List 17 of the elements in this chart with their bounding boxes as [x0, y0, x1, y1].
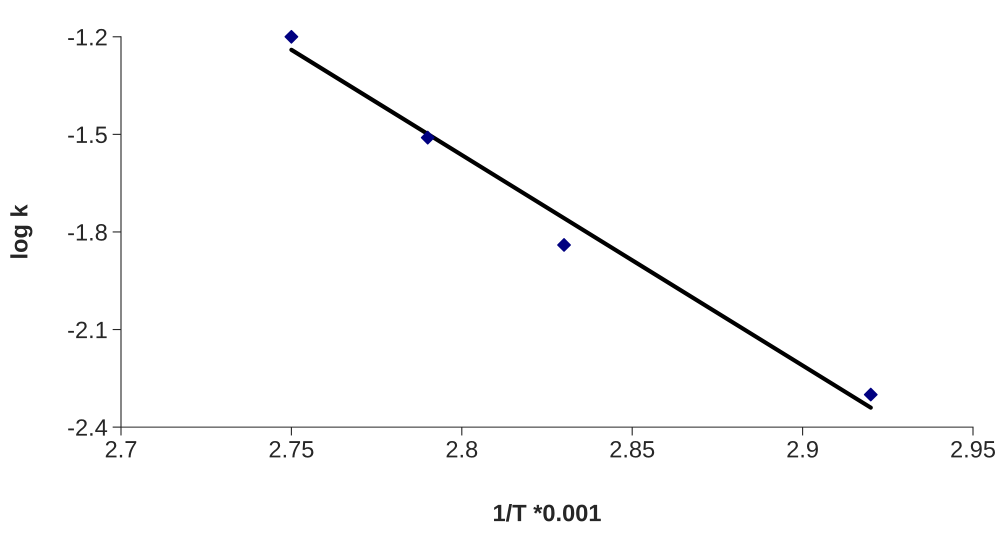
- x-tick-label: 2.85: [610, 440, 654, 458]
- point: [557, 238, 571, 252]
- point: [420, 130, 435, 145]
- x-tick-label: 2.8: [446, 440, 478, 458]
- x-tick-label: 2.9: [787, 440, 818, 458]
- y-tick-label: -1.5: [68, 126, 107, 144]
- y-tick-label: -2.4: [68, 419, 108, 436]
- y-tick-label: -1.8: [68, 224, 107, 241]
- point: [864, 388, 878, 402]
- x-axis-title: 1/T *0.001: [494, 504, 601, 522]
- y-tick-label: -2.1: [68, 322, 107, 338]
- x-tick-label: 2.95: [951, 440, 995, 458]
- x-tick-label: 2.75: [270, 440, 314, 458]
- y-tick-label: -1.2: [68, 28, 107, 46]
- y-axis-title: log k: [10, 204, 32, 258]
- point: [284, 30, 298, 44]
- x-tick-label: 2.7: [106, 440, 136, 458]
